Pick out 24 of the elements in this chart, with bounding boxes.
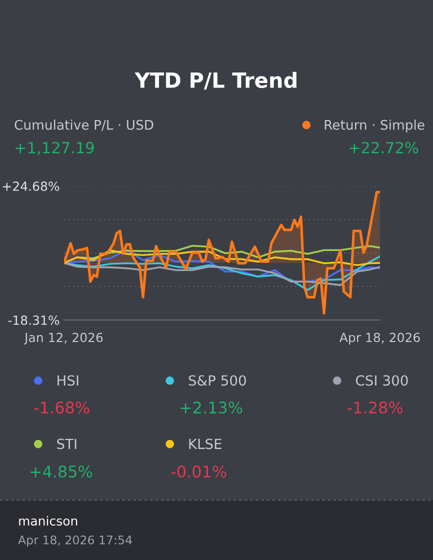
x-tick-label: Apr 18, 2026: [339, 332, 420, 345]
legend-label: Return · Simple: [324, 120, 424, 132]
chart-subtitle: Cumulative P/L · USD: [14, 120, 154, 131]
text: manicson: [19, 516, 78, 526]
legend-label: S&P 500: [188, 375, 246, 386]
legend-label: KLSE: [189, 438, 222, 450]
legend-label: STI: [57, 438, 76, 450]
line-series: [64, 255, 380, 291]
text: -1.68%: [34, 401, 90, 414]
text: Apr 18, 2026 17:54: [18, 535, 132, 547]
legend-label: HSI: [58, 375, 78, 386]
legend-label: CSI 300: [356, 375, 408, 386]
text: -1.28%: [348, 401, 402, 414]
y-tick-label: -18.31%: [8, 315, 60, 325]
x-tick-label: Jan 12, 2026: [24, 332, 103, 344]
line-series: [64, 249, 380, 266]
text: +22.72%: [350, 142, 418, 154]
line-series: [64, 262, 380, 286]
y-tick-label: +24.68%: [3, 181, 60, 191]
text: +1,127.19: [16, 142, 94, 155]
chart-title: YTD P/L Trend: [134, 72, 296, 90]
text: +4.85%: [30, 465, 92, 478]
text: -0.01%: [171, 465, 226, 478]
text: +2.13%: [180, 401, 242, 414]
